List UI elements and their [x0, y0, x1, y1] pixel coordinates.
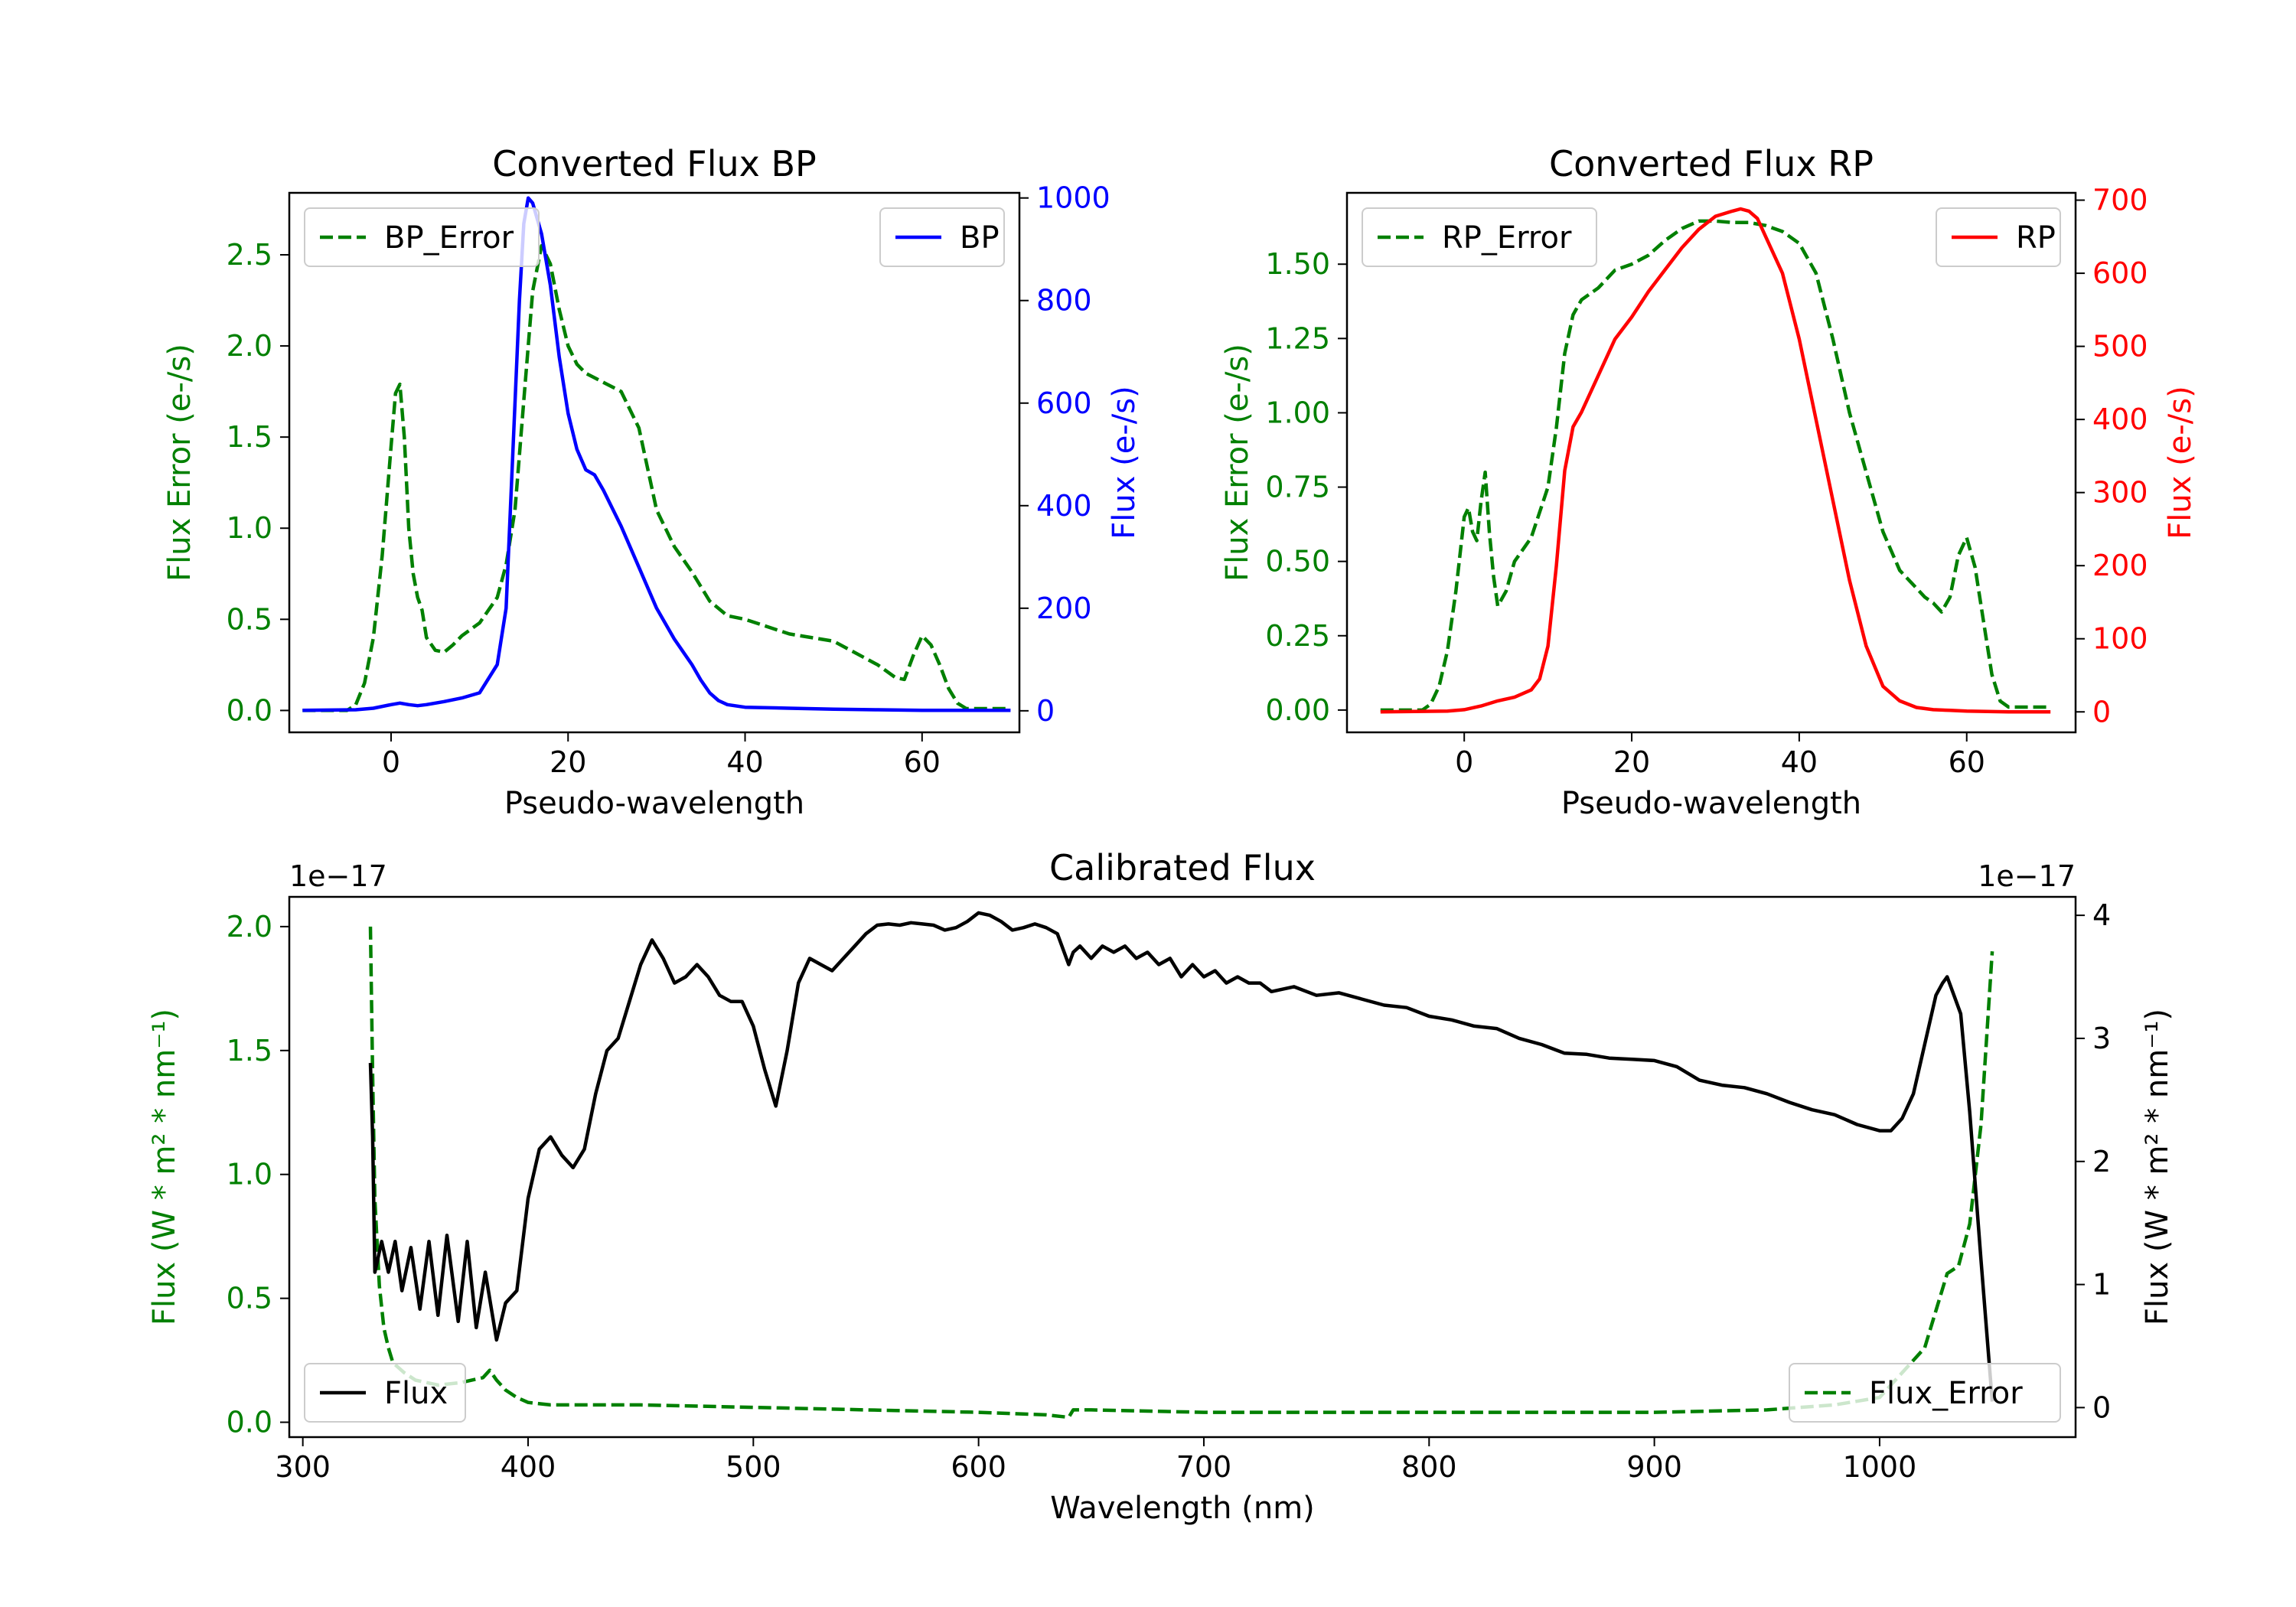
y-left-tick-label: 0.5 — [227, 602, 272, 636]
y-right-tick-label: 100 — [2092, 622, 2148, 656]
y-left-tick-label: 0.5 — [227, 1282, 272, 1315]
legend-box — [304, 1363, 466, 1423]
x-tick-label: 900 — [1626, 1450, 1682, 1484]
y-right-tick-label: 500 — [2092, 330, 2148, 363]
legend-rp-error: RP_Error — [1362, 207, 1597, 267]
x-tick-label: 800 — [1401, 1450, 1457, 1484]
y-right-tick-label: 0 — [2092, 1390, 2111, 1424]
y-left-tick-label: 1.0 — [227, 1158, 272, 1191]
y-left-tick-label: 0.00 — [1265, 693, 1330, 727]
y-right-tick-label: 600 — [1036, 386, 1092, 420]
y-left-tick-label: 0.50 — [1265, 545, 1330, 579]
y-left-tick-label: 2.0 — [227, 910, 272, 944]
legend-box — [304, 207, 540, 267]
axes-frame — [288, 895, 2077, 1439]
y-right-axis-label: Flux (e-/s) — [2163, 386, 2198, 539]
y-right-tick-label: 600 — [2092, 256, 2148, 290]
y-left-tick-label: 2.5 — [227, 238, 272, 272]
legend-bp: BP — [879, 207, 1005, 267]
legend-rp: RP — [1936, 207, 2061, 267]
y-right-tick-label: 700 — [2092, 184, 2148, 217]
y-left-tick-label: 1.5 — [227, 1034, 272, 1068]
series-line-bp-error — [302, 243, 1011, 712]
y-left-tick-label: 1.5 — [227, 420, 272, 454]
y-right-tick-label: 2 — [2092, 1145, 2111, 1178]
y-right-tick-label: 0 — [2092, 695, 2111, 729]
y-right-tick-label: 0 — [1036, 694, 1055, 728]
x-tick-label: 60 — [1949, 745, 1985, 779]
legend-label: Flux — [384, 1376, 448, 1411]
x-tick-label: 20 — [550, 745, 586, 779]
y-left-axis-label: Flux Error (e-/s) — [162, 344, 197, 582]
legend-label: Flux_Error — [1869, 1376, 2023, 1411]
legend-label: BP — [960, 220, 1000, 256]
x-tick-label: 20 — [1613, 745, 1650, 779]
y-left-tick-label: 1.00 — [1265, 396, 1330, 429]
y-right-axis-label: Flux (e-/s) — [1107, 386, 1142, 539]
legend-box — [1362, 207, 1597, 267]
legend-flux-error: Flux_Error — [1789, 1363, 2061, 1423]
y-left-tick-label: 2.0 — [227, 329, 272, 363]
series-line-flux — [368, 911, 1994, 1402]
y-right-tick-label: 300 — [2092, 476, 2148, 510]
axes-frame — [288, 191, 1021, 734]
subplot-rp: Converted Flux RP 0 20 40 60 Pseudo-wavelengt… — [1220, 143, 2198, 821]
y-right-tick-label: 1000 — [1036, 181, 1110, 215]
x-tick-label: 700 — [1176, 1450, 1232, 1484]
y-left-tick-label: 1.25 — [1265, 321, 1330, 355]
x-tick-label: 40 — [726, 745, 763, 779]
y-right-tick-label: 400 — [1036, 489, 1092, 523]
x-axis-label: Pseudo-wavelength — [1561, 786, 1861, 821]
chart-title: Converted Flux BP — [492, 143, 817, 184]
y-left-tick-label: 0.0 — [227, 693, 272, 727]
y-right-axis-label: Flux (W * m² * nm⁻¹) — [2140, 1009, 2175, 1325]
y-left-axis-label: Flux Error (e-/s) — [1220, 344, 1255, 582]
legend-label: RP_Error — [1442, 220, 1572, 256]
y-left-tick-label: 1.0 — [227, 511, 272, 545]
x-tick-label: 60 — [904, 745, 941, 779]
subplot-bp: Converted Flux BP 0 20 40 60 Pseudo-wavelengt… — [162, 143, 1142, 821]
legend-label: RP — [2016, 220, 2056, 256]
y-right-tick-label: 800 — [1036, 284, 1092, 318]
x-tick-label: 40 — [1781, 745, 1818, 779]
y-left-offset-text: 1e−17 — [289, 859, 387, 893]
y-left-tick-label: 0.75 — [1265, 471, 1330, 504]
y-right-tick-label: 200 — [2092, 549, 2148, 582]
legend-box — [1789, 1363, 2061, 1423]
series-line-bp — [302, 196, 1011, 712]
y-left-tick-label: 0.0 — [227, 1406, 272, 1439]
x-tick-label: 1000 — [1843, 1450, 1917, 1484]
legend-box — [1936, 207, 2061, 267]
x-tick-label: 500 — [726, 1450, 781, 1484]
legend-flux: Flux — [304, 1363, 466, 1423]
legend-box — [879, 207, 1005, 267]
chart-title: Calibrated Flux — [1049, 847, 1316, 888]
axes-frame — [1345, 191, 2077, 734]
y-right-tick-label: 4 — [2092, 898, 2111, 932]
chart-title: Converted Flux RP — [1549, 143, 1874, 184]
x-axis-label: Wavelength (nm) — [1050, 1491, 1315, 1526]
series-line-rp-error — [1380, 219, 2051, 712]
y-left-axis-label: Flux (W * m² * nm⁻¹) — [147, 1009, 182, 1325]
y-right-tick-label: 3 — [2092, 1022, 2111, 1055]
x-axis-label: Pseudo-wavelength — [504, 786, 804, 821]
x-tick-label: 400 — [501, 1450, 556, 1484]
y-left-tick-label: 1.50 — [1265, 247, 1330, 281]
y-right-tick-label: 1 — [2092, 1268, 2111, 1302]
series-line-rp — [1380, 207, 2051, 714]
legend-bp-error: BP_Error — [304, 207, 540, 267]
legend-label: BP_Error — [384, 220, 514, 256]
subplot-cal: Calibrated Flux 300 400 500 600 700 800 900 1000… — [147, 847, 2175, 1526]
x-tick-label: 0 — [382, 745, 400, 779]
y-right-tick-label: 200 — [1036, 592, 1092, 625]
x-tick-label: 0 — [1455, 745, 1473, 779]
y-left-tick-label: 0.25 — [1265, 619, 1330, 653]
y-right-offset-text: 1e−17 — [1978, 859, 2076, 893]
series-line-flux-error — [368, 926, 1994, 1420]
x-tick-label: 600 — [951, 1450, 1006, 1484]
y-right-tick-label: 400 — [2092, 403, 2148, 436]
x-tick-label: 300 — [275, 1450, 331, 1484]
